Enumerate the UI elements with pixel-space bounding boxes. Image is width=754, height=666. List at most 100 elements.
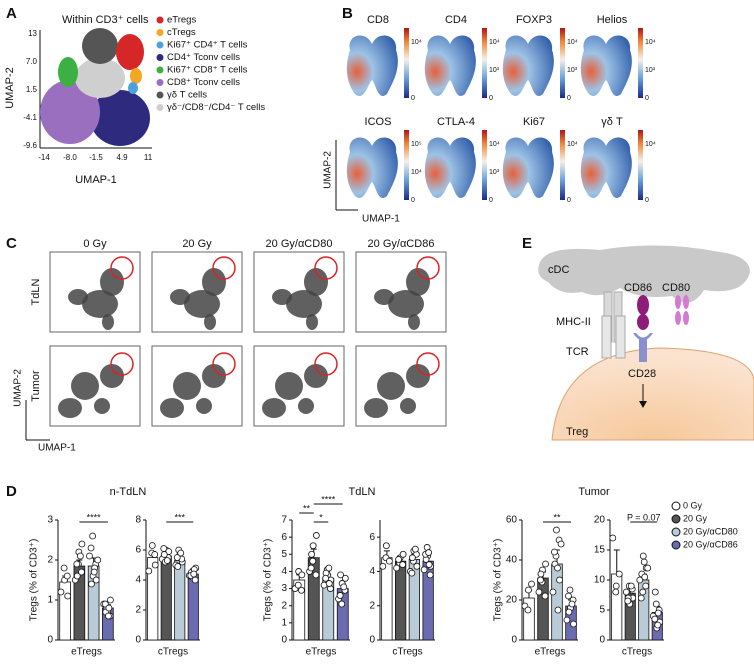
data-point	[325, 580, 333, 587]
colorbar-label: 10⁴	[411, 39, 422, 46]
data-point	[294, 581, 302, 589]
density-blob	[68, 289, 88, 305]
y-tick-label: 13	[28, 29, 37, 38]
data-point	[609, 534, 617, 542]
colorbar-label: 0	[411, 197, 415, 204]
data-point	[151, 551, 159, 558]
data-point	[190, 570, 198, 578]
x-axis-label: eTregs	[71, 647, 102, 658]
map-title: CD4	[445, 14, 467, 26]
density-blob	[100, 268, 124, 296]
data-point	[309, 542, 317, 550]
label: cDC	[548, 264, 569, 276]
data-point	[340, 583, 348, 591]
data-point	[641, 573, 649, 581]
data-point	[554, 564, 561, 572]
data-point	[336, 592, 344, 599]
data-point	[565, 608, 573, 616]
y-tick-label: 8	[135, 515, 141, 526]
map-title: FOXP3	[516, 14, 552, 26]
data-point	[639, 588, 647, 596]
colorbar	[560, 28, 565, 98]
map-title: CD8	[367, 14, 389, 26]
data-point	[612, 582, 620, 590]
y-axis-label: Tregs (% of CD3⁺)	[493, 539, 504, 622]
data-point	[537, 576, 544, 584]
density-plot	[364, 364, 430, 418]
highlight-circle	[212, 352, 236, 376]
data-point	[556, 576, 563, 584]
y-tick-label: 3	[281, 583, 287, 594]
bar	[537, 577, 549, 641]
density-blob	[204, 314, 216, 330]
data-point	[563, 616, 571, 624]
cluster	[90, 90, 150, 146]
data-point	[637, 594, 645, 602]
data-point	[399, 550, 407, 558]
density-blob	[202, 268, 226, 296]
data-point	[541, 592, 549, 600]
data-point	[89, 532, 97, 540]
colorbar-label: 0	[567, 95, 571, 102]
significance-label: ***	[174, 512, 185, 522]
colorbar-label: 10³	[567, 67, 578, 74]
data-point	[64, 592, 72, 600]
column-label: 20 Gy	[182, 238, 212, 250]
group-title: n-TdLN	[110, 486, 147, 498]
data-point	[568, 600, 576, 608]
density-blob	[374, 289, 394, 305]
y-tick-label: 0	[599, 635, 605, 646]
y-axis-label: UMAP-2	[4, 67, 16, 109]
data-point	[163, 557, 171, 564]
legend-label: 0 Gy	[683, 500, 703, 510]
colorbar-label: 10³	[645, 67, 656, 74]
density-blob	[406, 364, 430, 388]
cluster	[130, 68, 142, 84]
density-blob	[304, 364, 328, 388]
data-point	[425, 549, 433, 556]
panel-letter: E	[522, 235, 532, 252]
colorbar-label: 10⁴	[411, 169, 422, 176]
legend-swatch	[156, 41, 164, 49]
y-axis-label: Tregs (% of CD3⁺)	[263, 539, 274, 622]
y-tick-label: 2	[369, 600, 375, 611]
y-tick-label: 1	[281, 617, 287, 628]
significance-label: **	[303, 503, 311, 513]
heatmap	[346, 137, 398, 199]
map-title: ICOS	[365, 116, 392, 128]
data-point	[399, 561, 407, 568]
bar	[174, 560, 186, 641]
density-blob	[408, 314, 420, 330]
y-tick-label: 6	[135, 545, 141, 556]
y-tick-label: 0	[135, 635, 141, 646]
legend-swatch	[156, 54, 164, 61]
heatmap	[502, 137, 554, 199]
data-point	[382, 542, 390, 550]
y-tick-label: 60	[506, 515, 518, 526]
y-tick-label: 5	[599, 605, 605, 616]
density-plot	[272, 268, 328, 330]
synapse-diagram	[538, 245, 754, 441]
bar	[394, 560, 407, 641]
y-tick-label: 1	[47, 595, 53, 606]
highlight-circle	[314, 256, 338, 280]
data-point	[151, 561, 159, 569]
legend-label: CD8⁺ Tconv cells	[167, 77, 240, 88]
legend-swatch	[156, 79, 164, 86]
data-point	[654, 609, 662, 617]
bar	[381, 557, 393, 641]
legend-swatch	[671, 527, 681, 537]
colorbar-label: 0	[489, 95, 493, 102]
colorbar-label: 10⁴	[489, 39, 500, 46]
group-title: TdLN	[349, 486, 376, 498]
data-point	[652, 600, 660, 608]
umap-clusters	[40, 28, 150, 146]
row-label: Tumor	[30, 370, 42, 402]
y-axis-label: UMAP-2	[323, 151, 334, 189]
legend-swatch	[671, 514, 681, 524]
density-blob	[306, 314, 318, 330]
data-point	[551, 548, 558, 556]
colorbar-label: 0	[411, 95, 415, 102]
x-tick-label: -1.5	[89, 153, 103, 162]
